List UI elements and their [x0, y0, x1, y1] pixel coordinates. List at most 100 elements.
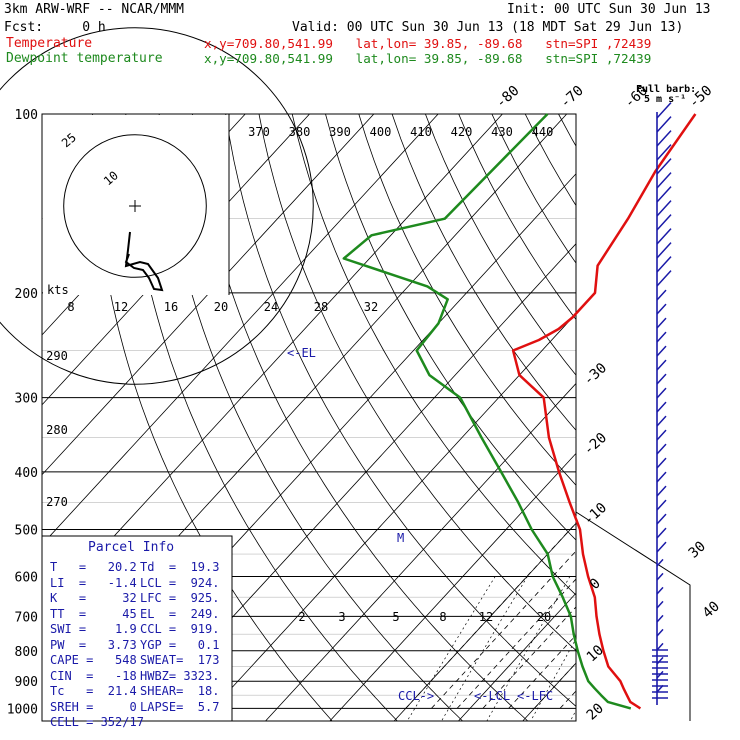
isotherm-line	[458, 592, 576, 721]
parcel-row-left: T = 20.2	[50, 560, 137, 574]
wind-barb	[656, 303, 667, 315]
parcel-row-right: SWEAT= 173	[140, 653, 220, 667]
moist-adiabat-line	[612, 293, 740, 709]
dry-adiabat-line	[125, 114, 398, 721]
parcel-row-right: SHEAR= 18.	[140, 684, 220, 698]
wind-barb	[656, 558, 664, 567]
hodograph-background	[43, 115, 229, 295]
wind-barb	[656, 158, 672, 175]
theta-e-label: 400	[370, 125, 392, 139]
parcel-row-left: LI = -1.4	[50, 575, 137, 590]
hodograph-ring	[63, 134, 207, 278]
speed-tick-label: 24	[264, 300, 278, 314]
kts-label: kts	[47, 283, 69, 297]
isotherm-line	[200, 313, 576, 721]
wind-barb	[656, 387, 667, 399]
wind-barb	[656, 242, 672, 259]
hodograph-trace	[124, 231, 164, 292]
parcel-row-left: TT = 45	[50, 606, 137, 621]
wedge-outline	[575, 511, 691, 721]
moist-adiabat-line	[637, 293, 740, 709]
wind-barb	[656, 499, 667, 511]
moist-adiabat-line	[714, 293, 740, 709]
dry-adiabat-line	[192, 114, 529, 721]
lfc-marker: <-LFC	[517, 689, 553, 703]
isotherm-line	[716, 114, 740, 721]
dry-adiabat-line	[258, 114, 576, 651]
wind-barb	[656, 289, 667, 301]
isotherm-label: 0	[587, 575, 604, 593]
speed-tick-label: 20	[214, 300, 228, 314]
wind-barb	[656, 656, 664, 665]
init-time: Init: 00 UTC Sun 30 Jun 13	[507, 2, 711, 17]
wind-barb	[656, 317, 667, 329]
dry-adiabat-line	[558, 114, 576, 147]
pressure-tick-label: 300	[15, 392, 38, 407]
theta-e-label: 380	[289, 125, 311, 139]
wind-barb	[656, 116, 672, 133]
wind-barb	[656, 429, 667, 441]
parcel-row-right: LAPSE= 5.7	[140, 699, 220, 714]
parcel-row-right: CCL = 919.	[140, 622, 220, 636]
dry-adiabat-line	[592, 114, 740, 721]
mixing-ratio-line	[441, 576, 528, 721]
parcel-panel-box	[41, 535, 233, 722]
wind-barb	[656, 186, 672, 203]
moist-adiabat-line	[559, 690, 576, 709]
theta-e-label: 430	[491, 125, 513, 139]
pressure-tick-label: 100	[15, 108, 38, 123]
speed-tick-label: 8	[67, 300, 74, 314]
mixing-ratio-label: 12	[479, 610, 493, 624]
wind-barb	[656, 600, 664, 609]
wind-barb	[656, 373, 667, 385]
dry-adiabat-line	[692, 114, 740, 721]
parcel-row-left: SREH = 0	[50, 699, 137, 714]
forecast-hour: Fcst: 0 h	[4, 20, 106, 35]
mixing-ratio-line	[406, 576, 496, 721]
wind-barb	[656, 642, 664, 651]
pressure-tick-label: 900	[15, 675, 38, 690]
theta-e-label: 370	[248, 125, 270, 139]
wind-barb	[656, 172, 672, 189]
isotherm-line	[265, 382, 576, 721]
wind-barb	[656, 541, 667, 553]
wind-barb	[656, 443, 667, 455]
dewpoint-profile	[342, 113, 632, 710]
moist-adiabat-line	[586, 293, 740, 709]
dry-adiabat-line	[658, 114, 740, 721]
wind-barb	[656, 345, 667, 357]
parcel-row-left: CAPE = 548	[50, 653, 137, 667]
moist-adiabat-line	[689, 293, 740, 709]
dry-adiabat-line	[524, 114, 576, 207]
dry-adiabat-line	[391, 114, 576, 431]
moist-adiabat-line	[482, 606, 576, 709]
temperature-profile	[511, 113, 697, 710]
wind-barb	[656, 614, 664, 623]
isotherm-line	[42, 114, 439, 546]
parcel-row-left: SWI = 1.9	[50, 622, 137, 636]
wind-barb	[656, 130, 672, 147]
wind-barb	[656, 457, 667, 469]
isotherm-label: -80	[493, 83, 523, 112]
parcel-row-right: HWBZ= 3323.	[140, 668, 220, 683]
isotherm-label: 30	[686, 538, 709, 561]
mixing-ratio-line	[486, 576, 571, 721]
parcel-row-right: LFC = 925.	[140, 591, 220, 605]
mixing-ratio-line	[570, 709, 576, 721]
dry-adiabat-line	[291, 114, 576, 596]
dry-adiabat-line	[158, 114, 463, 721]
isotherm-line	[42, 114, 503, 616]
isotherm-label: -70	[557, 83, 587, 112]
wind-barb	[656, 485, 667, 497]
wind-barb	[656, 270, 672, 287]
mixing-ratio-label: 5	[392, 610, 399, 624]
wind-barb	[656, 415, 667, 427]
dry-adiabat-line	[225, 114, 576, 707]
mixing-ratio-line	[623, 577, 698, 722]
wind-barb	[656, 527, 667, 539]
isotherm-line	[329, 452, 576, 721]
valid-time: Valid: 00 UTC Sun 30 Jun 13 (18 MDT Sat …	[292, 20, 684, 35]
dry-adiabat-line	[725, 114, 740, 721]
wind-barb	[656, 102, 672, 119]
